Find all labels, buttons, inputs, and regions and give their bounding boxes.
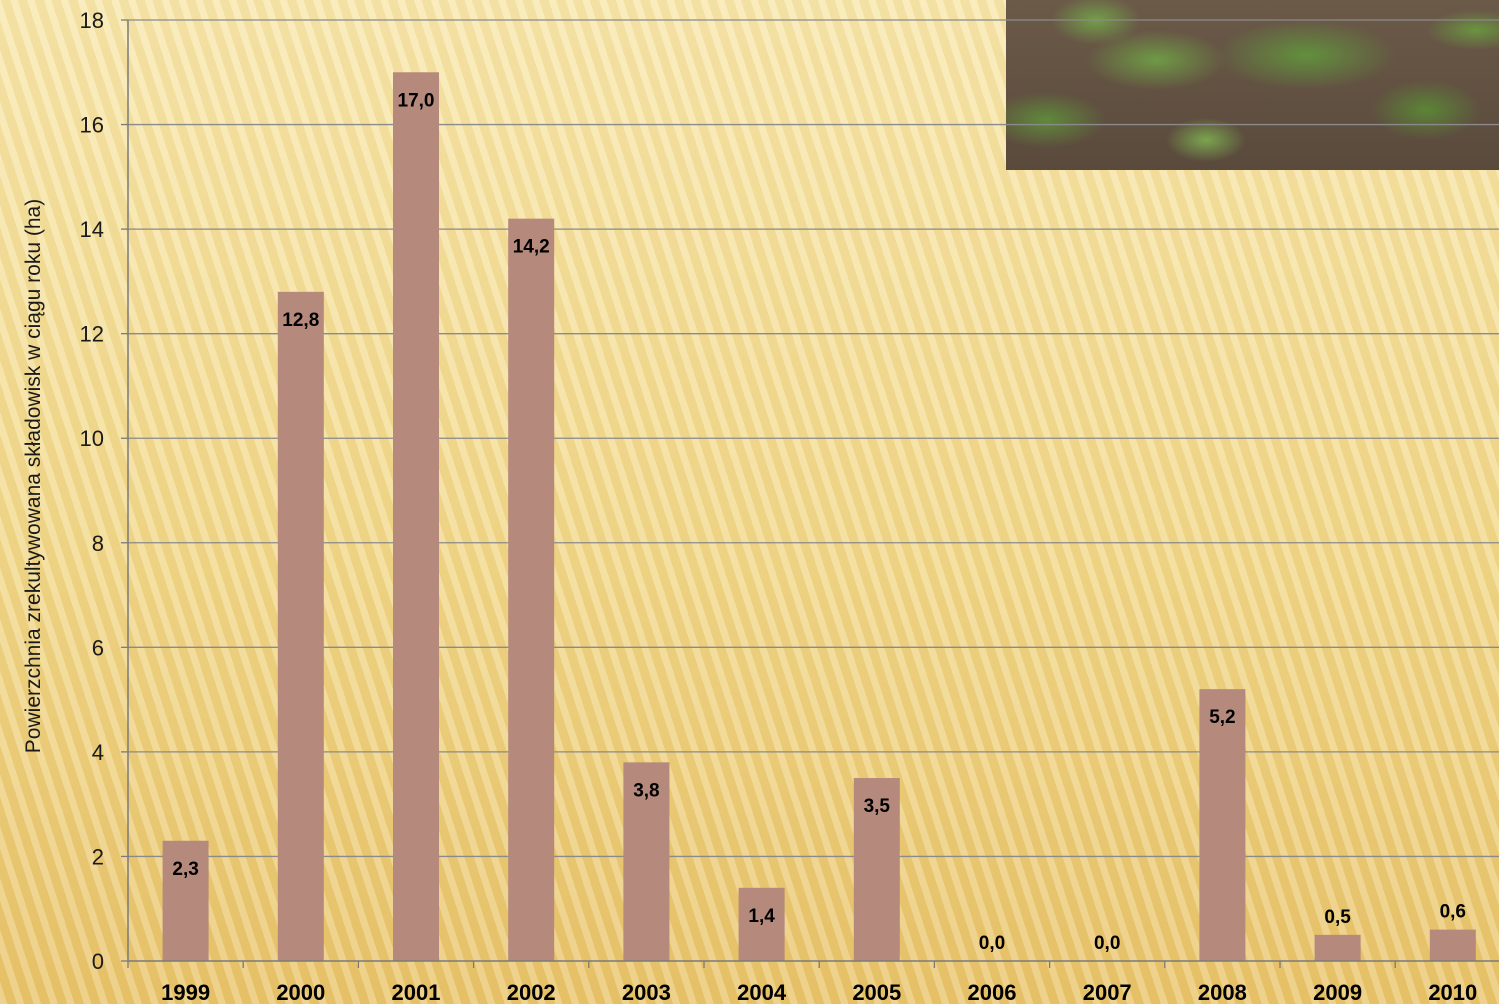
data-label: 1,4 xyxy=(748,906,775,927)
x-tick-label: 2002 xyxy=(507,980,556,1004)
bar xyxy=(162,840,209,961)
bar xyxy=(853,778,900,961)
axes: 0 2 4 6 8 10 12 14 16 18 1999 2000 2001 2002 2003 2004 2… xyxy=(80,8,1499,1004)
data-label: 0,6 xyxy=(1440,902,1466,923)
x-tick-label: 2008 xyxy=(1198,980,1247,1004)
data-label: 17,0 xyxy=(398,90,435,111)
bar xyxy=(1199,689,1246,961)
y-tick-label: 12 xyxy=(80,322,104,347)
x-tick-label: 2009 xyxy=(1313,980,1362,1004)
grid-lines xyxy=(128,19,1499,858)
data-label: 2,3 xyxy=(172,859,198,880)
x-tick-label: 2003 xyxy=(622,980,671,1004)
data-label: 0,0 xyxy=(979,933,1005,954)
bars xyxy=(162,72,1476,962)
x-tick-label: 2010 xyxy=(1428,980,1477,1004)
data-label: 14,2 xyxy=(513,237,550,258)
bar xyxy=(277,291,324,961)
data-label: 0,0 xyxy=(1094,933,1120,954)
data-label: 3,5 xyxy=(864,796,891,817)
bar xyxy=(623,762,670,961)
bar xyxy=(393,72,439,962)
x-tick-label: 1999 xyxy=(161,980,210,1004)
data-label: 12,8 xyxy=(282,310,319,331)
x-tick-label: 2000 xyxy=(276,980,325,1004)
data-label: 5,2 xyxy=(1209,707,1235,728)
data-labels: 2,3 12,8 17,0 14,2 3,8 1,4 3,5 0,0 0,0 5,2 0,5 0,6 xyxy=(172,90,1466,954)
y-tick-label: 4 xyxy=(92,740,104,765)
x-tick-label: 2001 xyxy=(392,980,441,1004)
bar xyxy=(1314,934,1361,961)
y-tick-label: 18 xyxy=(80,8,104,33)
data-label: 0,5 xyxy=(1324,907,1351,928)
y-tick-label: 8 xyxy=(92,531,104,556)
bar xyxy=(508,218,555,962)
x-tick-label: 2004 xyxy=(737,980,787,1004)
y-tick-label: 10 xyxy=(80,426,104,451)
y-tick-label: 14 xyxy=(80,217,104,242)
x-tick-label: 2006 xyxy=(968,980,1017,1004)
x-tick-label: 2005 xyxy=(852,980,901,1004)
y-tick-label: 16 xyxy=(80,113,104,138)
y-axis-title: Powierzchnia zrekultywowana składowisk w… xyxy=(22,198,45,754)
landfill-photo xyxy=(1006,0,1499,170)
data-label: 3,8 xyxy=(633,780,659,801)
y-tick-label: 0 xyxy=(92,949,104,974)
y-tick-label: 6 xyxy=(92,635,104,660)
x-tick-label: 2007 xyxy=(1083,980,1132,1004)
bar xyxy=(1429,929,1476,961)
y-tick-label: 2 xyxy=(92,844,104,869)
bar xyxy=(738,887,785,961)
